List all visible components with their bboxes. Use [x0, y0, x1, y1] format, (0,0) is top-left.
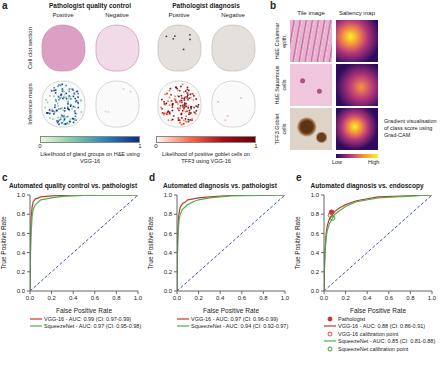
svg-text:0.6: 0.6	[17, 231, 26, 237]
html-text:Saliency map: Saliency map	[339, 10, 375, 16]
svg-text:False Positive Rate: False Positive Rate	[56, 307, 112, 313]
html-text:d: d	[149, 172, 156, 183]
html-text:Likelihood of positive goblet: Likelihood of positive goblet cells on T…	[162, 151, 250, 164]
html-text:SqueezeNet - AUC: 0.94 (CI: 0.: SqueezeNet - AUC: 0.94 (CI: 0.92-0.97)	[191, 323, 289, 330]
svg-text:True Positive Rate: True Positive Rate	[0, 216, 7, 270]
svg-text:0.0: 0.0	[173, 295, 182, 301]
svg-text:0.4: 0.4	[164, 250, 173, 256]
svg-text:False Positive Rate: False Positive Rate	[350, 307, 406, 313]
svg-text:1.0: 1.0	[428, 295, 437, 301]
svg-text:1.0: 1.0	[134, 295, 143, 301]
svg-text:0.4: 0.4	[363, 295, 372, 301]
svg-text:0.8: 0.8	[259, 295, 268, 301]
html-text:1: 1	[138, 143, 142, 149]
html-text:VGG-16 - AUC: 0.97 (CI: 0.96-0: VGG-16 - AUC: 0.97 (CI: 0.96-0.99)	[191, 315, 279, 322]
svg-text:0.2: 0.2	[194, 295, 203, 301]
svg-text:0.4: 0.4	[69, 295, 78, 301]
html-text:Positive: Positive	[52, 12, 74, 18]
svg-text:False Positive Rate: False Positive Rate	[203, 307, 259, 313]
svg-text:0.8: 0.8	[17, 211, 26, 217]
svg-text:0.2: 0.2	[47, 295, 56, 301]
html-text:Inference maps: Inference maps	[26, 83, 33, 125]
html-text:Negative: Negative	[105, 12, 129, 18]
html-text:VGG-16 calibration point: VGG-16 calibration point	[338, 330, 399, 337]
html-text:High: High	[368, 159, 380, 165]
html-text:H&E Columnar epith.: H&E Columnar epith.	[274, 22, 287, 60]
svg-text:0.8: 0.8	[406, 295, 415, 301]
svg-text:0.6: 0.6	[311, 231, 320, 237]
html-text:SqueezeNet - AUC: 0.97 (CI: 0.: SqueezeNet - AUC: 0.97 (CI: 0.95-0.98)	[44, 323, 142, 330]
svg-text:0.2: 0.2	[311, 269, 320, 275]
html-text:0: 0	[38, 143, 42, 149]
svg-text:0.0: 0.0	[26, 295, 35, 301]
svg-text:0.0: 0.0	[320, 295, 329, 301]
svg-text:0.0: 0.0	[17, 288, 26, 294]
svg-text:0.8: 0.8	[164, 211, 173, 217]
svg-text:0.8: 0.8	[112, 295, 121, 301]
html-text:0: 0	[154, 143, 158, 149]
html-text:VGG-16 - AUC: 0.88 (CI: 0.86-0: VGG-16 - AUC: 0.88 (CI: 0.86-0.91)	[338, 323, 426, 330]
svg-text:True Positive Rate: True Positive Rate	[147, 216, 154, 270]
svg-text:0.6: 0.6	[164, 231, 173, 237]
html-text:c: c	[2, 172, 8, 183]
html-text:Automated quality control vs.: Automated quality control vs. pathologis…	[8, 182, 138, 189]
html-text:e: e	[296, 172, 302, 183]
svg-text:True Positive Rate: True Positive Rate	[294, 216, 301, 270]
svg-text:1.0: 1.0	[281, 295, 290, 301]
svg-text:0.6: 0.6	[385, 295, 394, 301]
svg-text:0.8: 0.8	[311, 211, 320, 217]
html-text:TFF3 Goblet cells: TFF3 Goblet cells	[274, 113, 287, 145]
svg-text:0.4: 0.4	[17, 250, 26, 256]
svg-text:0.2: 0.2	[164, 269, 173, 275]
html-text:Pathologist quality control: Pathologist quality control	[49, 2, 131, 9]
html-text:Cell clot section: Cell clot section	[26, 27, 33, 69]
html-text:Low: Low	[332, 159, 343, 165]
svg-text:0.6: 0.6	[91, 295, 100, 301]
svg-text:0.2: 0.2	[17, 269, 26, 275]
svg-text:1.0: 1.0	[164, 192, 173, 198]
svg-text:0.2: 0.2	[341, 295, 350, 301]
html-text:Tile image: Tile image	[297, 10, 325, 16]
svg-text:1.0: 1.0	[17, 192, 26, 198]
svg-text:0.4: 0.4	[216, 295, 225, 301]
html-text:Automated diagnosis vs. endosc: Automated diagnosis vs. endoscopy	[310, 182, 424, 189]
html-text:H&E Squamous cells: H&E Squamous cells	[274, 65, 287, 105]
html-text:1: 1	[254, 143, 258, 149]
html-text:Pathologist diagnosis: Pathologist diagnosis	[172, 2, 240, 9]
svg-text:0.4: 0.4	[311, 250, 320, 256]
html-text:Likelihood of gland groups on: Likelihood of gland groups on H&E using …	[40, 151, 140, 164]
svg-text:1.0: 1.0	[311, 192, 320, 198]
html-text:b: b	[270, 0, 277, 11]
html-text:VGG-16 - AUC: 0.99 (CI: 0.97-0: VGG-16 - AUC: 0.99 (CI: 0.97-0.99)	[44, 315, 132, 322]
html-text:Positive: Positive	[168, 12, 190, 18]
svg-text:0.6: 0.6	[238, 295, 247, 301]
svg-text:0.0: 0.0	[164, 288, 173, 294]
html-text:a: a	[2, 0, 8, 11]
html-text:Automated diagnosis vs. pathol: Automated diagnosis vs. pathologist	[163, 182, 277, 189]
html-text:SqueezeNet - AUC: 0.85 (CI: 0.: SqueezeNet - AUC: 0.85 (CI: 0.81-0.88)	[338, 338, 436, 345]
svg-text:0.0: 0.0	[311, 288, 320, 294]
html-text:Pathologist: Pathologist	[338, 315, 366, 322]
html-text:Gradient visualisation of clas: Gradient visualisation of class score us…	[384, 118, 437, 138]
html-text:SqueezeNet calibration point: SqueezeNet calibration point	[338, 345, 409, 352]
html-text:Negative: Negative	[221, 12, 245, 18]
